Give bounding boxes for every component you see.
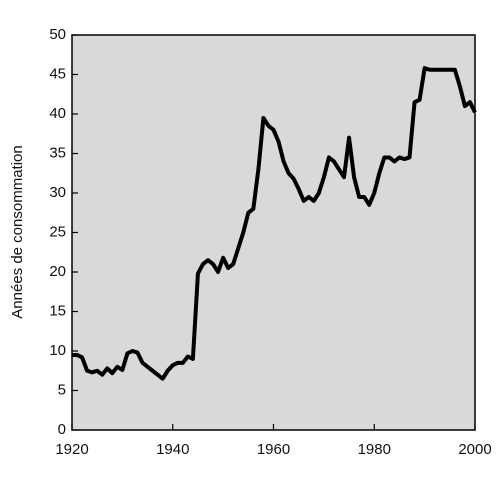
y-tick-label: 35	[49, 144, 66, 161]
x-tick-label: 1980	[358, 441, 391, 458]
plot-background	[72, 35, 475, 430]
y-tick-label: 20	[49, 263, 66, 280]
y-tick-label: 50	[49, 26, 66, 43]
y-tick-label: 45	[49, 65, 66, 82]
x-tick-label: 1920	[55, 441, 88, 458]
x-tick-label: 2000	[458, 441, 491, 458]
plot-frame	[71, 34, 476, 431]
x-tick-label: 1940	[156, 441, 189, 458]
x-tick-label: 1960	[257, 441, 290, 458]
y-tick-label: 5	[58, 381, 66, 398]
y-tick-label: 25	[49, 223, 66, 240]
data-line	[72, 66, 477, 381]
y-tick-label: 30	[49, 184, 66, 201]
y-tick-label: 15	[49, 302, 66, 319]
y-tick-label: 0	[58, 421, 66, 438]
y-axis-label: Années de consommation	[9, 145, 26, 318]
y-tick-label: 10	[49, 342, 66, 359]
y-tick-label: 40	[49, 105, 66, 122]
